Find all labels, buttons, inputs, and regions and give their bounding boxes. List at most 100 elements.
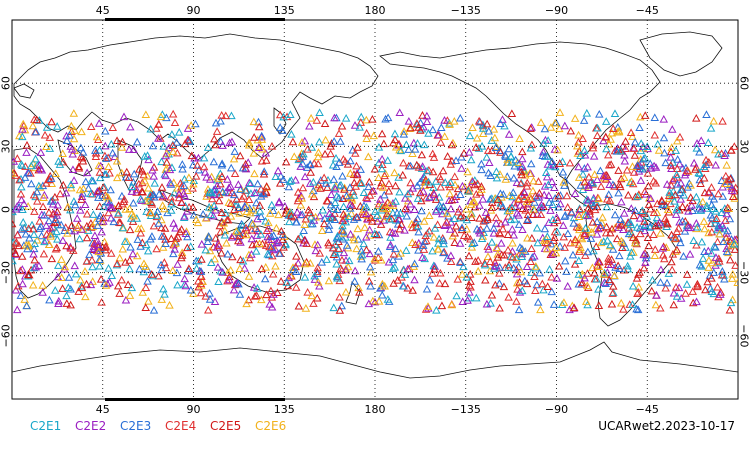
observation-marker (428, 246, 437, 255)
observation-marker (24, 168, 33, 177)
observation-marker (609, 281, 618, 290)
observation-marker (395, 214, 404, 223)
observation-marker (44, 216, 54, 225)
observation-marker (123, 280, 133, 289)
observation-marker (562, 191, 572, 200)
observation-marker (546, 206, 555, 214)
observation-marker (540, 224, 550, 233)
observation-marker (533, 297, 543, 306)
observation-marker (238, 221, 247, 229)
observation-marker (345, 256, 354, 265)
observation-marker (282, 278, 292, 286)
observation-marker (711, 160, 720, 169)
observation-marker (333, 273, 342, 282)
observation-marker (255, 239, 264, 247)
observation-marker (177, 225, 186, 233)
observation-marker (493, 253, 503, 261)
observation-marker (430, 264, 439, 273)
axis-tick-labels: 45459090135135180180−135−135−90−90−45−45… (0, 4, 750, 416)
observation-marker (619, 304, 628, 313)
observation-marker (390, 168, 399, 177)
observation-marker (355, 122, 364, 131)
observation-marker (704, 256, 714, 264)
observation-marker (621, 144, 630, 152)
observation-marker (418, 111, 427, 119)
observation-marker (235, 209, 244, 217)
observation-marker (305, 179, 315, 187)
observation-marker (506, 252, 516, 260)
observation-marker (515, 287, 525, 296)
observation-marker (107, 271, 117, 280)
observation-marker (275, 179, 285, 187)
observation-marker (51, 244, 61, 253)
observation-marker (474, 116, 484, 125)
observation-marker (204, 305, 213, 314)
observation-marker (53, 207, 62, 216)
observation-marker (395, 108, 404, 116)
graticule (12, 20, 738, 399)
observation-marker (214, 277, 223, 285)
observation-marker (687, 201, 696, 209)
observation-marker (504, 292, 513, 301)
observation-marker (350, 121, 360, 129)
observation-marker (446, 204, 456, 213)
observation-marker (251, 224, 260, 233)
observation-marker (341, 157, 350, 165)
observation-marker (510, 215, 519, 223)
observation-marker (207, 194, 217, 203)
observation-marker (159, 141, 168, 150)
observation-marker (323, 175, 333, 184)
observation-marker (661, 217, 671, 226)
observation-marker (429, 190, 439, 199)
observation-marker (157, 265, 166, 274)
observation-marker (325, 213, 334, 222)
observation-marker (478, 195, 488, 203)
observation-marker (689, 236, 698, 245)
observation-marker (332, 191, 342, 200)
observation-marker (671, 234, 680, 242)
observation-marker (563, 229, 573, 237)
observation-marker (244, 140, 254, 149)
observation-marker (691, 165, 700, 173)
observation-marker (720, 274, 729, 283)
observation-marker (60, 226, 69, 235)
observation-marker (225, 275, 234, 284)
observation-marker (393, 276, 402, 284)
observation-marker (541, 168, 551, 177)
observation-marker (157, 232, 167, 240)
observation-marker (651, 221, 660, 230)
legend: C2E1 C2E2 C2E3 C2E4 C2E5 C2E6 (30, 419, 286, 433)
south-america-coastline (585, 203, 677, 327)
observation-marker (161, 151, 171, 160)
observation-marker (657, 196, 666, 204)
observation-marker (307, 143, 317, 151)
observation-marker (607, 224, 617, 233)
observation-marker (125, 291, 135, 299)
observation-marker (321, 135, 330, 144)
observation-marker (204, 202, 214, 211)
observation-marker (628, 300, 637, 308)
observation-marker (662, 180, 672, 188)
observation-marker (38, 288, 47, 296)
observation-marker (163, 208, 172, 217)
observation-marker (490, 262, 499, 270)
observation-marker (216, 227, 225, 236)
observation-marker (216, 137, 225, 145)
observation-marker (326, 200, 336, 209)
lon-tick-label-bottom: −45 (636, 403, 659, 416)
observation-marker (697, 261, 706, 270)
observation-marker (715, 229, 724, 238)
observation-marker (31, 127, 41, 136)
observation-marker (217, 208, 227, 217)
observation-marker (557, 300, 567, 308)
observation-marker (721, 171, 731, 180)
observation-marker (636, 229, 645, 238)
observation-marker (727, 183, 736, 192)
observation-marker (216, 266, 226, 275)
observation-marker (666, 152, 675, 161)
observation-marker (661, 214, 670, 222)
observation-marker (362, 134, 371, 142)
observation-marker (446, 160, 455, 168)
observation-marker (483, 252, 493, 260)
observation-marker (148, 141, 158, 150)
